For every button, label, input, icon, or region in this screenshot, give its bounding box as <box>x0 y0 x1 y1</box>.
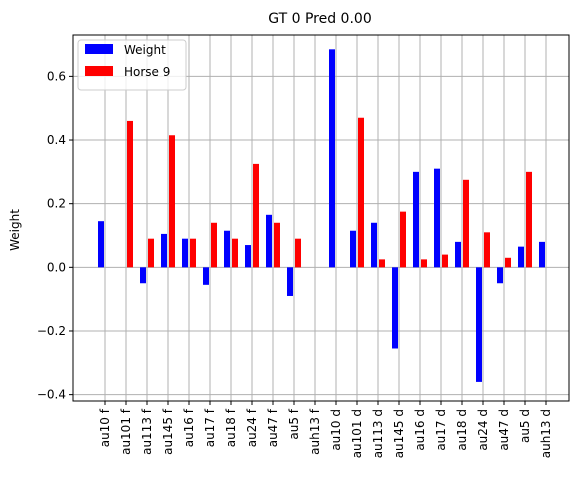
legend-label-horse: Horse 9 <box>124 65 170 79</box>
bar-horse-au145-d <box>400 211 406 268</box>
x-tick-label: au101 f <box>119 408 133 455</box>
bar-horse-au18-d <box>463 179 469 268</box>
legend: Weight Horse 9 <box>77 39 187 91</box>
x-tick-label: au16 f <box>182 408 196 447</box>
bar-horse-au24-d <box>484 232 490 268</box>
bar-weight-au145-f <box>161 233 167 268</box>
bar-weight-auh13-d <box>539 241 545 268</box>
bar-weight-au17-f <box>203 267 209 285</box>
legend-swatch-weight <box>85 44 113 54</box>
bar-weight-au145-d <box>392 267 398 349</box>
x-tick-label: au10 d <box>329 409 343 451</box>
y-axis-label: Weight <box>8 209 22 251</box>
bar-horse-au113-f <box>148 238 154 268</box>
bar-weight-au5-f <box>287 267 293 296</box>
bar-weight-au5-d <box>518 246 524 268</box>
bar-weight-au113-d <box>371 222 377 268</box>
x-tick-label: au47 f <box>266 408 280 447</box>
bar-weight-au17-d <box>434 168 440 268</box>
bars <box>98 49 545 382</box>
chart-title: GT 0 Pred 0.00 <box>268 11 371 27</box>
legend-label-weight: Weight <box>124 43 166 57</box>
ticks: −0.4 −0.2 0.0 0.2 0.4 0.6 au10 f au101 f au113 f… <box>37 69 553 458</box>
bar-horse-au101-d <box>358 117 364 268</box>
bar-weight-au10-d <box>329 49 335 268</box>
x-tick-label: au5 d <box>518 409 532 443</box>
bar-weight-au24-d <box>476 267 482 382</box>
bar-horse-au17-f <box>211 222 217 268</box>
bar-horse-au24-f <box>253 163 259 268</box>
x-tick-label: au113 f <box>140 408 154 455</box>
bar-weight-au101-d <box>350 230 356 268</box>
bar-horse-au5-d <box>526 171 532 268</box>
bar-weight-au113-f <box>140 267 146 284</box>
x-tick-label: au145 d <box>392 409 406 458</box>
y-tick-label: 0.6 <box>47 69 66 83</box>
plot-frame <box>72 34 570 402</box>
y-tick-label: −0.2 <box>37 324 66 338</box>
legend-swatch-horse <box>85 66 113 76</box>
x-tick-label: au47 d <box>497 409 511 451</box>
bar-weight-au16-d <box>413 171 419 268</box>
bar-horse-au47-f <box>274 222 280 268</box>
y-tick-label: 0.0 <box>47 260 66 274</box>
bar-horse-au101-f <box>127 120 133 268</box>
bar-horse-au47-d <box>505 257 511 268</box>
x-tick-label: au145 f <box>161 408 175 455</box>
bar-horse-au113-d <box>379 259 385 268</box>
bar-horse-au16-d <box>421 259 427 268</box>
x-tick-label: auh13 d <box>539 409 553 458</box>
x-tick-label: au5 f <box>287 408 301 439</box>
x-tick-label: au10 f <box>98 408 112 447</box>
x-tick-label: au113 d <box>371 409 385 458</box>
x-tick-label: auh13 f <box>308 408 322 455</box>
bar-weight-au47-d <box>497 267 503 284</box>
x-tick-label: au17 d <box>434 409 448 451</box>
bar-horse-au145-f <box>169 135 175 268</box>
y-tick-label: 0.2 <box>47 197 66 211</box>
bar-weight-au18-f <box>224 230 230 268</box>
y-tick-label: 0.4 <box>47 133 66 147</box>
bar-weight-au10-f <box>98 221 104 268</box>
x-tick-label: au16 d <box>413 409 427 451</box>
y-tick-label: −0.4 <box>37 388 66 402</box>
bar-horse-au5-f <box>295 238 301 268</box>
x-tick-label: au18 d <box>455 409 469 451</box>
x-tick-label: au24 f <box>245 408 259 447</box>
bar-horse-au17-d <box>442 254 448 268</box>
bar-weight-au16-f <box>182 238 188 268</box>
x-tick-label: au24 d <box>476 409 490 451</box>
bar-weight-au24-f <box>245 245 251 268</box>
x-tick-label: au18 f <box>224 408 238 447</box>
bar-weight-au18-d <box>455 241 461 268</box>
bar-horse-au16-f <box>190 238 196 268</box>
x-tick-label: au17 f <box>203 408 217 447</box>
x-tick-label: au101 d <box>350 409 364 458</box>
bar-weight-au47-f <box>266 214 272 268</box>
bar-horse-au18-f <box>232 238 238 268</box>
